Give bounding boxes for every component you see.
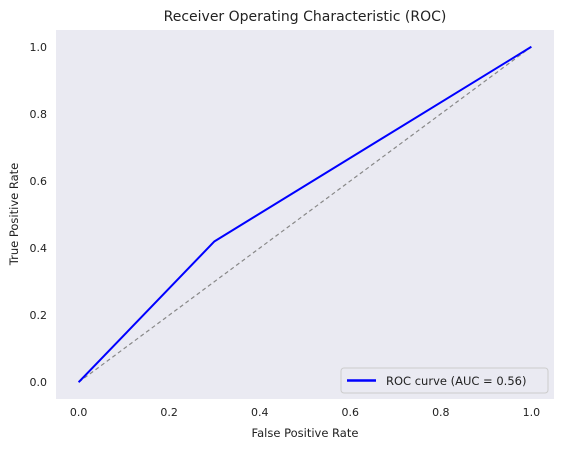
roc-curve-line bbox=[77, 45, 532, 383]
y-tick-label: 0.8 bbox=[30, 108, 48, 121]
y-tick-label: 0.4 bbox=[30, 242, 48, 255]
x-tick-label: 0.8 bbox=[432, 406, 450, 419]
chart-title: Receiver Operating Characteristic (ROC) bbox=[164, 9, 447, 25]
y-axis-label: True Positive Rate bbox=[7, 163, 21, 266]
legend-box bbox=[340, 367, 549, 394]
series-layer bbox=[77, 45, 532, 383]
x-tick-label: 0.6 bbox=[342, 406, 360, 419]
y-tick-label: 0.0 bbox=[30, 376, 48, 389]
x-tick-label: 0.2 bbox=[160, 406, 178, 419]
y-tick-label: 1.0 bbox=[30, 41, 48, 54]
x-tick-label: 0.0 bbox=[70, 406, 88, 419]
x-tick-labels: 0.0 0.2 0.4 0.6 0.8 1.0 bbox=[70, 406, 540, 419]
x-tick-label: 0.4 bbox=[251, 406, 269, 419]
x-tick-label: 1.0 bbox=[523, 406, 541, 419]
y-tick-label: 0.2 bbox=[30, 309, 48, 322]
x-axis-label: False Positive Rate bbox=[252, 426, 359, 440]
y-tick-labels: 0.0 0.2 0.4 0.6 0.8 1.0 bbox=[30, 41, 48, 389]
legend-label: ROC curve (AUC = 0.56) bbox=[386, 374, 526, 388]
y-tick-label: 0.6 bbox=[30, 175, 48, 188]
diagonal-reference-line bbox=[78, 46, 532, 383]
legend: ROC curve (AUC = 0.56) bbox=[340, 367, 549, 394]
